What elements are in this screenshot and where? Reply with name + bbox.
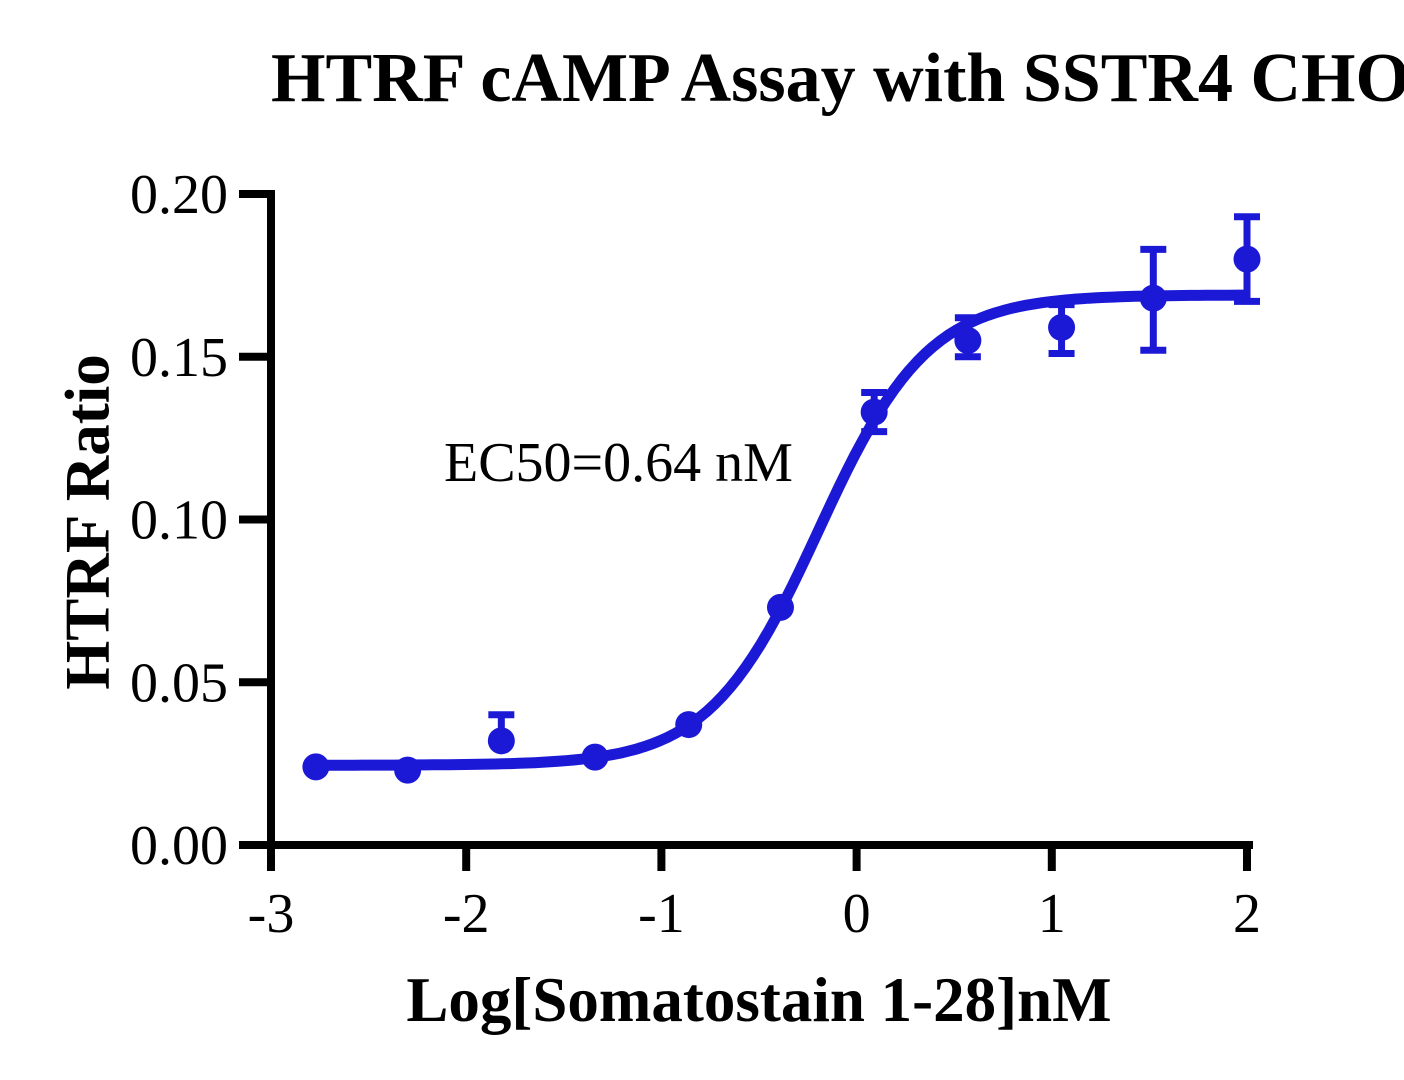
data-point-marker — [860, 398, 888, 426]
y-tick-label: 0.20 — [130, 164, 228, 226]
data-point-marker — [581, 743, 609, 771]
data-point-marker — [394, 756, 422, 784]
chart-title: HTRF cAMP Assay with SSTR4 CHO — [271, 40, 1404, 117]
data-point-marker — [1048, 313, 1076, 341]
x-tick-label: 1 — [1038, 883, 1066, 945]
x-axis-title: Log[Somatostain 1-28]nM — [406, 965, 1112, 1035]
x-tick-label: -3 — [248, 883, 295, 945]
dose-response-curve — [310, 289, 1251, 771]
y-tick-label: 0.05 — [130, 652, 228, 714]
x-tick-label: 0 — [843, 883, 871, 945]
data-point-marker — [1139, 284, 1167, 312]
data-point-marker — [1233, 245, 1261, 273]
y-tick-label: 0.10 — [130, 490, 228, 552]
ec50-annotation: EC50=0.64 nM — [444, 432, 793, 494]
data-point-marker — [954, 326, 982, 354]
x-tick-label: -1 — [638, 883, 685, 945]
y-tick-label: 0.15 — [130, 327, 228, 389]
data-point-marker — [675, 711, 703, 739]
data-point-marker — [766, 593, 794, 621]
y-tick-label: 0.00 — [130, 815, 228, 877]
data-point-marker — [302, 753, 330, 781]
x-tick-label: -2 — [443, 883, 490, 945]
data-point-marker — [487, 727, 515, 755]
x-tick-label: 2 — [1233, 883, 1261, 945]
